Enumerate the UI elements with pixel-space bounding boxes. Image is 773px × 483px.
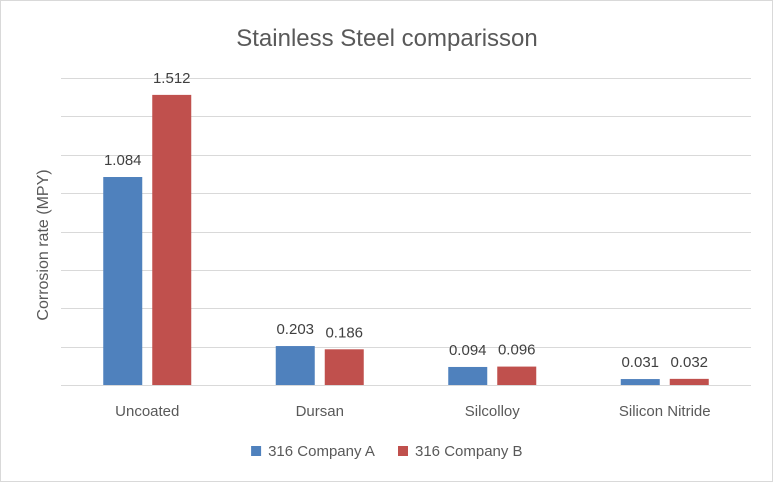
bar-316-company-a-silcolloy bbox=[448, 366, 488, 385]
data-labels: 1.084 1.512 0.203 0.186 0.094 0.096 0.031 0.032 bbox=[104, 70, 708, 371]
data-label: 1.084 bbox=[104, 152, 142, 169]
data-label: 0.032 bbox=[670, 354, 708, 371]
data-label: 0.031 bbox=[621, 354, 659, 371]
data-label: 0.096 bbox=[498, 342, 536, 359]
data-label: 0.186 bbox=[325, 324, 363, 341]
x-tick-label: Silcolloy bbox=[465, 403, 521, 420]
y-axis-title: Corrosion rate (MPY) bbox=[35, 169, 52, 320]
bar-316-company-a-silicon-nitride bbox=[620, 379, 660, 385]
bar-316-company-a-dursan bbox=[275, 346, 315, 385]
legend-swatch bbox=[251, 446, 262, 456]
bar-316-company-a-uncoated bbox=[103, 177, 143, 385]
bar-316-company-b-dursan bbox=[324, 349, 364, 385]
bar-316-company-b-silcolloy bbox=[497, 366, 537, 385]
bars bbox=[103, 94, 709, 385]
legend-swatch bbox=[398, 446, 408, 456]
legend-label: 316 Company B bbox=[415, 443, 523, 460]
x-tick-label: Silicon Nitride bbox=[619, 403, 711, 420]
bar-316-company-b-uncoated bbox=[152, 94, 192, 385]
data-label: 0.094 bbox=[449, 342, 487, 359]
data-label: 1.512 bbox=[153, 70, 191, 87]
chart-title: Stainless Steel comparisson bbox=[236, 25, 537, 52]
x-tick-label: Dursan bbox=[296, 403, 344, 420]
x-tick-labels: Uncoated Dursan Silcolloy Silicon Nitride bbox=[115, 403, 710, 420]
legend-label: 316 Company A bbox=[268, 443, 375, 460]
legend: 316 Company A 316 Company B bbox=[251, 443, 523, 460]
x-tick-label: Uncoated bbox=[115, 403, 179, 420]
bar-316-company-b-silicon-nitride bbox=[669, 378, 709, 385]
data-label: 0.203 bbox=[276, 321, 314, 338]
